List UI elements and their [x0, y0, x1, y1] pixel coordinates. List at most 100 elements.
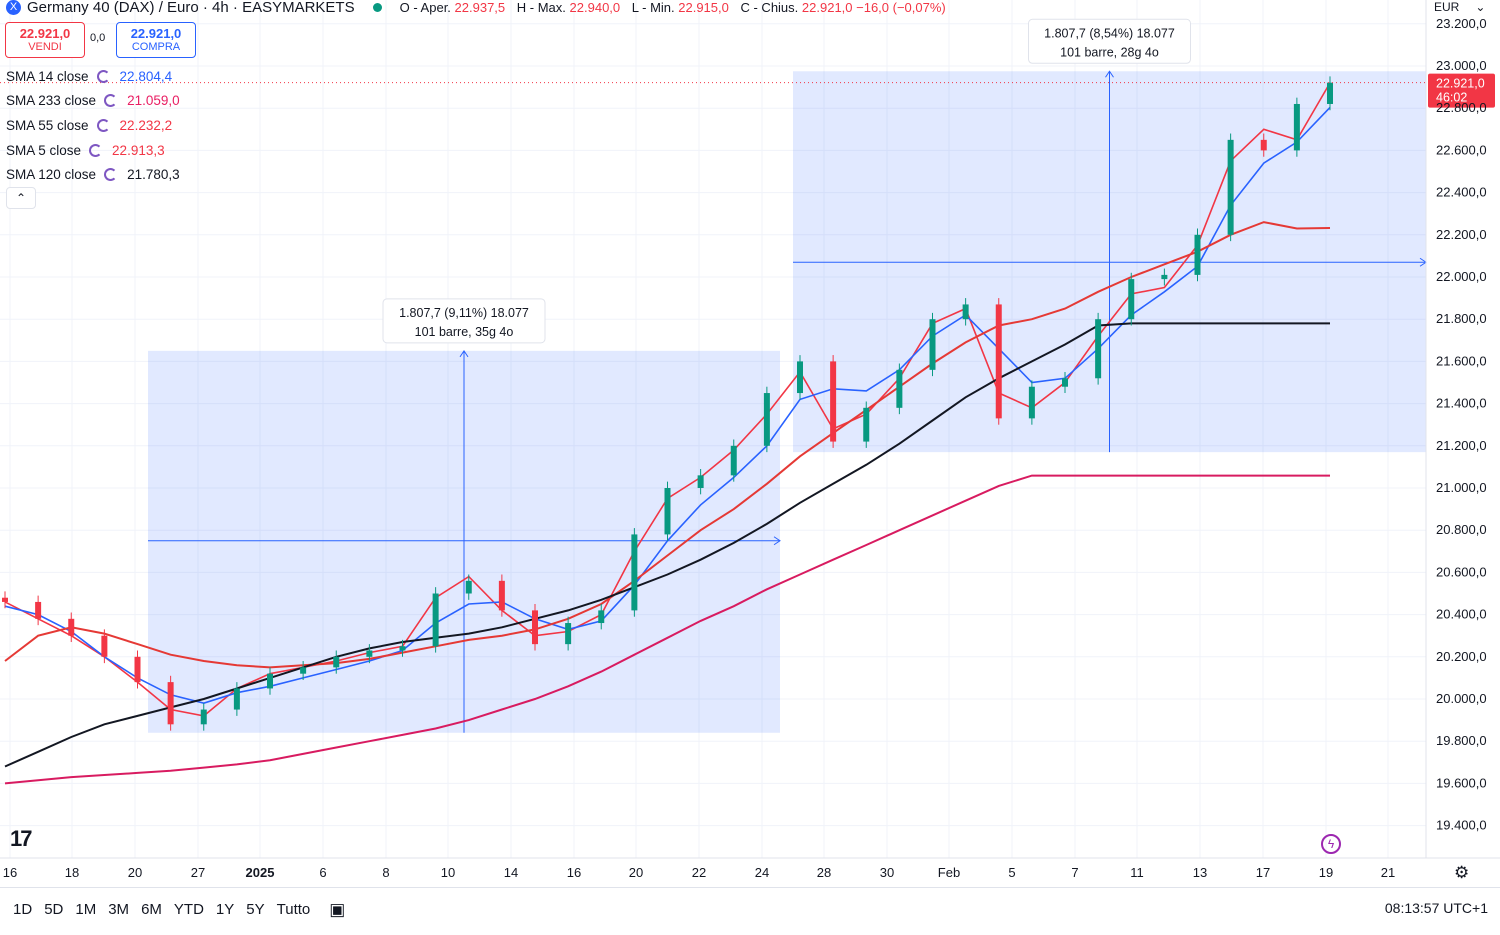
y-tick-label: 21.600,0 — [1436, 353, 1487, 368]
candle-body — [35, 601, 42, 619]
legend-name: SMA 120 close — [6, 167, 97, 183]
x-tick-label: 16 — [3, 865, 17, 880]
legend-value: 21.059,0 — [127, 93, 180, 109]
currency-select[interactable]: EUR ⌄ — [1426, 0, 1500, 17]
currency-label: EUR — [1434, 0, 1460, 14]
x-tick-label: 24 — [755, 865, 769, 880]
candle-body — [498, 580, 505, 611]
x-tick-label: 13 — [1193, 865, 1207, 880]
ma-line-sma-233-close — [4, 474, 1330, 785]
candle-body — [1227, 139, 1234, 235]
candle-body — [631, 534, 638, 611]
y-tick-label: 21.800,0 — [1436, 311, 1487, 326]
legend-row-sma5[interactable]: SMA 5 close 22.913,3 — [6, 138, 180, 163]
refresh-icon[interactable] — [96, 69, 110, 83]
spread-value: 0,0 — [90, 32, 106, 44]
y-tick-label: 23.200,0 — [1436, 16, 1487, 31]
refresh-icon[interactable] — [104, 94, 118, 108]
candle-body — [830, 361, 837, 442]
y-tick-label: 22.200,0 — [1436, 227, 1487, 242]
range-1m[interactable]: 1M — [75, 901, 97, 918]
ohlc-high-value: 22.940,0 — [569, 0, 621, 15]
clock[interactable]: 08:13:57 UTC+1 — [1384, 900, 1488, 916]
buy-label: COMPRA — [131, 41, 181, 53]
candle-body — [929, 319, 936, 370]
y-tick-label: 20.200,0 — [1436, 649, 1487, 664]
candle-body — [101, 635, 108, 657]
refresh-icon[interactable] — [89, 143, 103, 157]
sell-button[interactable]: 22.921,0 VENDI — [5, 22, 85, 58]
market-status-icon[interactable] — [372, 2, 382, 12]
candle-body — [1293, 103, 1300, 151]
legend-value: 22.913,3 — [112, 142, 165, 158]
collapse-legend-button[interactable]: ⌃ — [6, 187, 36, 209]
chevron-down-icon: ⌄ — [1475, 0, 1486, 14]
candle-body — [532, 610, 538, 645]
gear-icon[interactable]: ⚙ — [1454, 863, 1470, 882]
x-tick-label: 14 — [504, 865, 518, 880]
range-6m[interactable]: 6M — [141, 901, 162, 918]
x-tick-label: 8 — [382, 865, 389, 880]
refresh-icon[interactable] — [96, 118, 110, 132]
legend-row-sma55[interactable]: SMA 55 close 22.232,2 — [6, 113, 180, 138]
measure-label-line2: 101 barre, 28g 4o — [1060, 45, 1159, 59]
y-tick-label: 20.800,0 — [1436, 522, 1487, 537]
measure-arrow — [773, 536, 781, 546]
candle-body — [233, 688, 240, 710]
legend-row-sma14[interactable]: SMA 14 close 22.804,4 — [6, 64, 180, 89]
x-tick-label: 5 — [1008, 865, 1015, 880]
candle-body — [730, 445, 737, 476]
x-tick-label: 10 — [441, 865, 455, 880]
x-tick-label: 28 — [817, 865, 831, 880]
legend-row-sma233[interactable]: SMA 233 close 21.059,0 — [6, 89, 180, 114]
y-tick-label: 22.000,0 — [1436, 269, 1487, 284]
x-tick-label: 6 — [319, 865, 326, 880]
buy-price: 22.921,0 — [130, 26, 182, 41]
legend-row-sma120[interactable]: SMA 120 close 21.780,3 — [6, 162, 180, 187]
refresh-icon[interactable] — [104, 168, 118, 182]
range-all[interactable]: Tutto — [276, 901, 311, 918]
candle-body — [1095, 319, 1102, 379]
indicator-legend: SMA 14 close 22.804,4 SMA 233 close 21.0… — [6, 64, 180, 187]
legend-name: SMA 55 close — [6, 117, 89, 133]
buy-button[interactable]: 22.921,0 COMPRA — [116, 22, 196, 58]
candle-body — [1128, 279, 1135, 320]
y-tick-label: 20.400,0 — [1436, 607, 1487, 622]
y-tick-label: 22.800,0 — [1436, 100, 1487, 115]
y-tick-label: 21.200,0 — [1436, 438, 1487, 453]
symbol-logo-icon[interactable]: X — [6, 0, 21, 15]
symbol-title[interactable]: Germany 40 (DAX) / Euro · 4h · EASYMARKE… — [27, 0, 355, 16]
last-price-badge — [1428, 73, 1495, 108]
legend-name: SMA 5 close — [6, 142, 82, 158]
ohlc-high-label: H - Max. — [516, 0, 566, 15]
bottom-toolbar: 1D 5D 1M 3M 6M YTD 1Y 5Y Tutto ▣ 08:13:5… — [0, 887, 1500, 931]
y-tick-label: 19.400,0 — [1436, 818, 1487, 833]
bolt-icon[interactable]: ϟ — [1321, 834, 1341, 854]
range-1y[interactable]: 1Y — [215, 901, 235, 918]
ma-line-sma-120-close — [4, 322, 1330, 768]
bar-countdown: 46:02 — [1436, 91, 1467, 105]
range-5y[interactable]: 5Y — [246, 901, 265, 918]
measure-label-line2: 101 barre, 35g 4o — [415, 325, 514, 339]
range-3m[interactable]: 3M — [108, 901, 130, 918]
x-tick-label: 20 — [128, 865, 142, 880]
tradingview-logo[interactable]: 17 — [10, 826, 33, 851]
x-tick-label: 27 — [191, 865, 205, 880]
range-5d[interactable]: 5D — [44, 901, 64, 918]
candle-body — [565, 623, 572, 645]
range-1d[interactable]: 1D — [13, 901, 33, 918]
legend-value: 22.804,4 — [119, 68, 173, 84]
y-tick-label: 21.400,0 — [1436, 396, 1487, 411]
range-ytd[interactable]: YTD — [173, 901, 204, 918]
candle-body — [366, 650, 373, 657]
x-tick-label: 2025 — [246, 865, 275, 880]
x-tick-label: 18 — [65, 865, 79, 880]
y-tick-label: 20.000,0 — [1436, 691, 1487, 706]
calendar-icon[interactable]: ▣ — [329, 899, 346, 919]
candle-body — [1062, 378, 1068, 387]
legend-value: 21.780,3 — [127, 167, 180, 183]
x-tick-label: 21 — [1381, 865, 1395, 880]
candle-body — [1161, 274, 1168, 280]
